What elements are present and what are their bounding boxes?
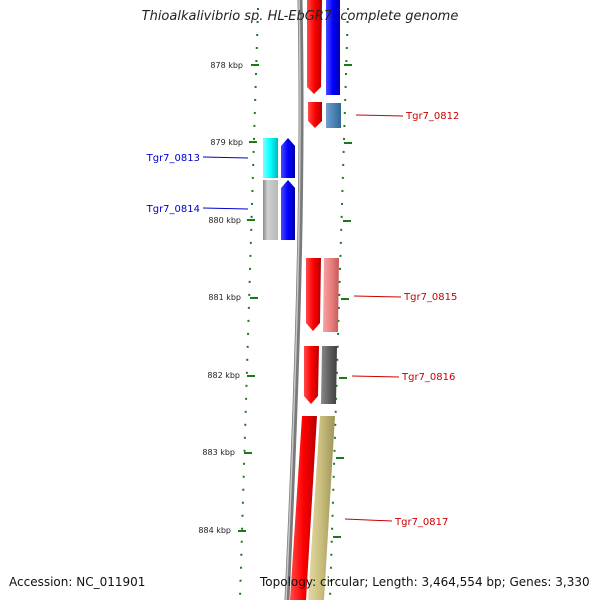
scale-labels: 878 kbp 879 kbp 880 kbp 881 kbp 882 kbp …	[198, 61, 243, 535]
gene-label-0812[interactable]: Tgr7_0812	[405, 111, 459, 122]
map-title: Thioalkalivibrio sp. HL-EbGR7, complete …	[141, 9, 459, 24]
feature-track-right	[308, 0, 341, 600]
leader-lines	[202, 114, 404, 522]
gene-labels: Tgr7_0812 Tgr7_0813 Tgr7_0814 Tgr7_0815 …	[146, 111, 460, 528]
cds-red-top[interactable]	[307, 0, 322, 94]
scale-label-879: 879 kbp	[210, 138, 243, 147]
scale-label-884: 884 kbp	[198, 526, 231, 535]
cds-red-0815[interactable]	[306, 258, 321, 331]
cds-blue-0814[interactable]	[281, 180, 295, 240]
gene-label-0816[interactable]: Tgr7_0816	[401, 372, 455, 383]
genome-backbone	[284, 0, 304, 601]
scale-ticks	[238, 64, 352, 538]
feature-0817[interactable]	[308, 416, 335, 600]
scale-label-882: 882 kbp	[207, 371, 240, 380]
feature-track-left	[263, 138, 295, 240]
gene-label-0813[interactable]: Tgr7_0813	[146, 153, 200, 164]
cds-track-reverse	[290, 0, 322, 600]
genome-summary-text: Topology: circular; Length: 3,464,554 bp…	[260, 575, 590, 589]
gene-label-0814[interactable]: Tgr7_0814	[146, 204, 200, 215]
feature-0813[interactable]	[263, 138, 278, 178]
scale-label-880: 880 kbp	[208, 216, 241, 225]
feature-blue-top[interactable]	[326, 0, 340, 95]
cds-red-0816[interactable]	[304, 346, 319, 404]
gene-label-0815[interactable]: Tgr7_0815	[403, 292, 457, 303]
cds-blue-0813[interactable]	[281, 138, 295, 178]
feature-0816[interactable]	[321, 346, 337, 404]
feature-0815[interactable]	[323, 258, 339, 332]
cds-red-0817[interactable]	[290, 416, 317, 600]
scale-label-878: 878 kbp	[210, 61, 243, 70]
gene-label-0817[interactable]: Tgr7_0817	[394, 517, 448, 528]
accession-text: Accession: NC_011901	[9, 575, 146, 589]
feature-0814[interactable]	[263, 180, 278, 240]
scale-label-881: 881 kbp	[208, 293, 241, 302]
cds-red-0812[interactable]	[308, 102, 322, 128]
scale-label-883: 883 kbp	[202, 448, 235, 457]
feature-0812[interactable]	[326, 103, 341, 128]
